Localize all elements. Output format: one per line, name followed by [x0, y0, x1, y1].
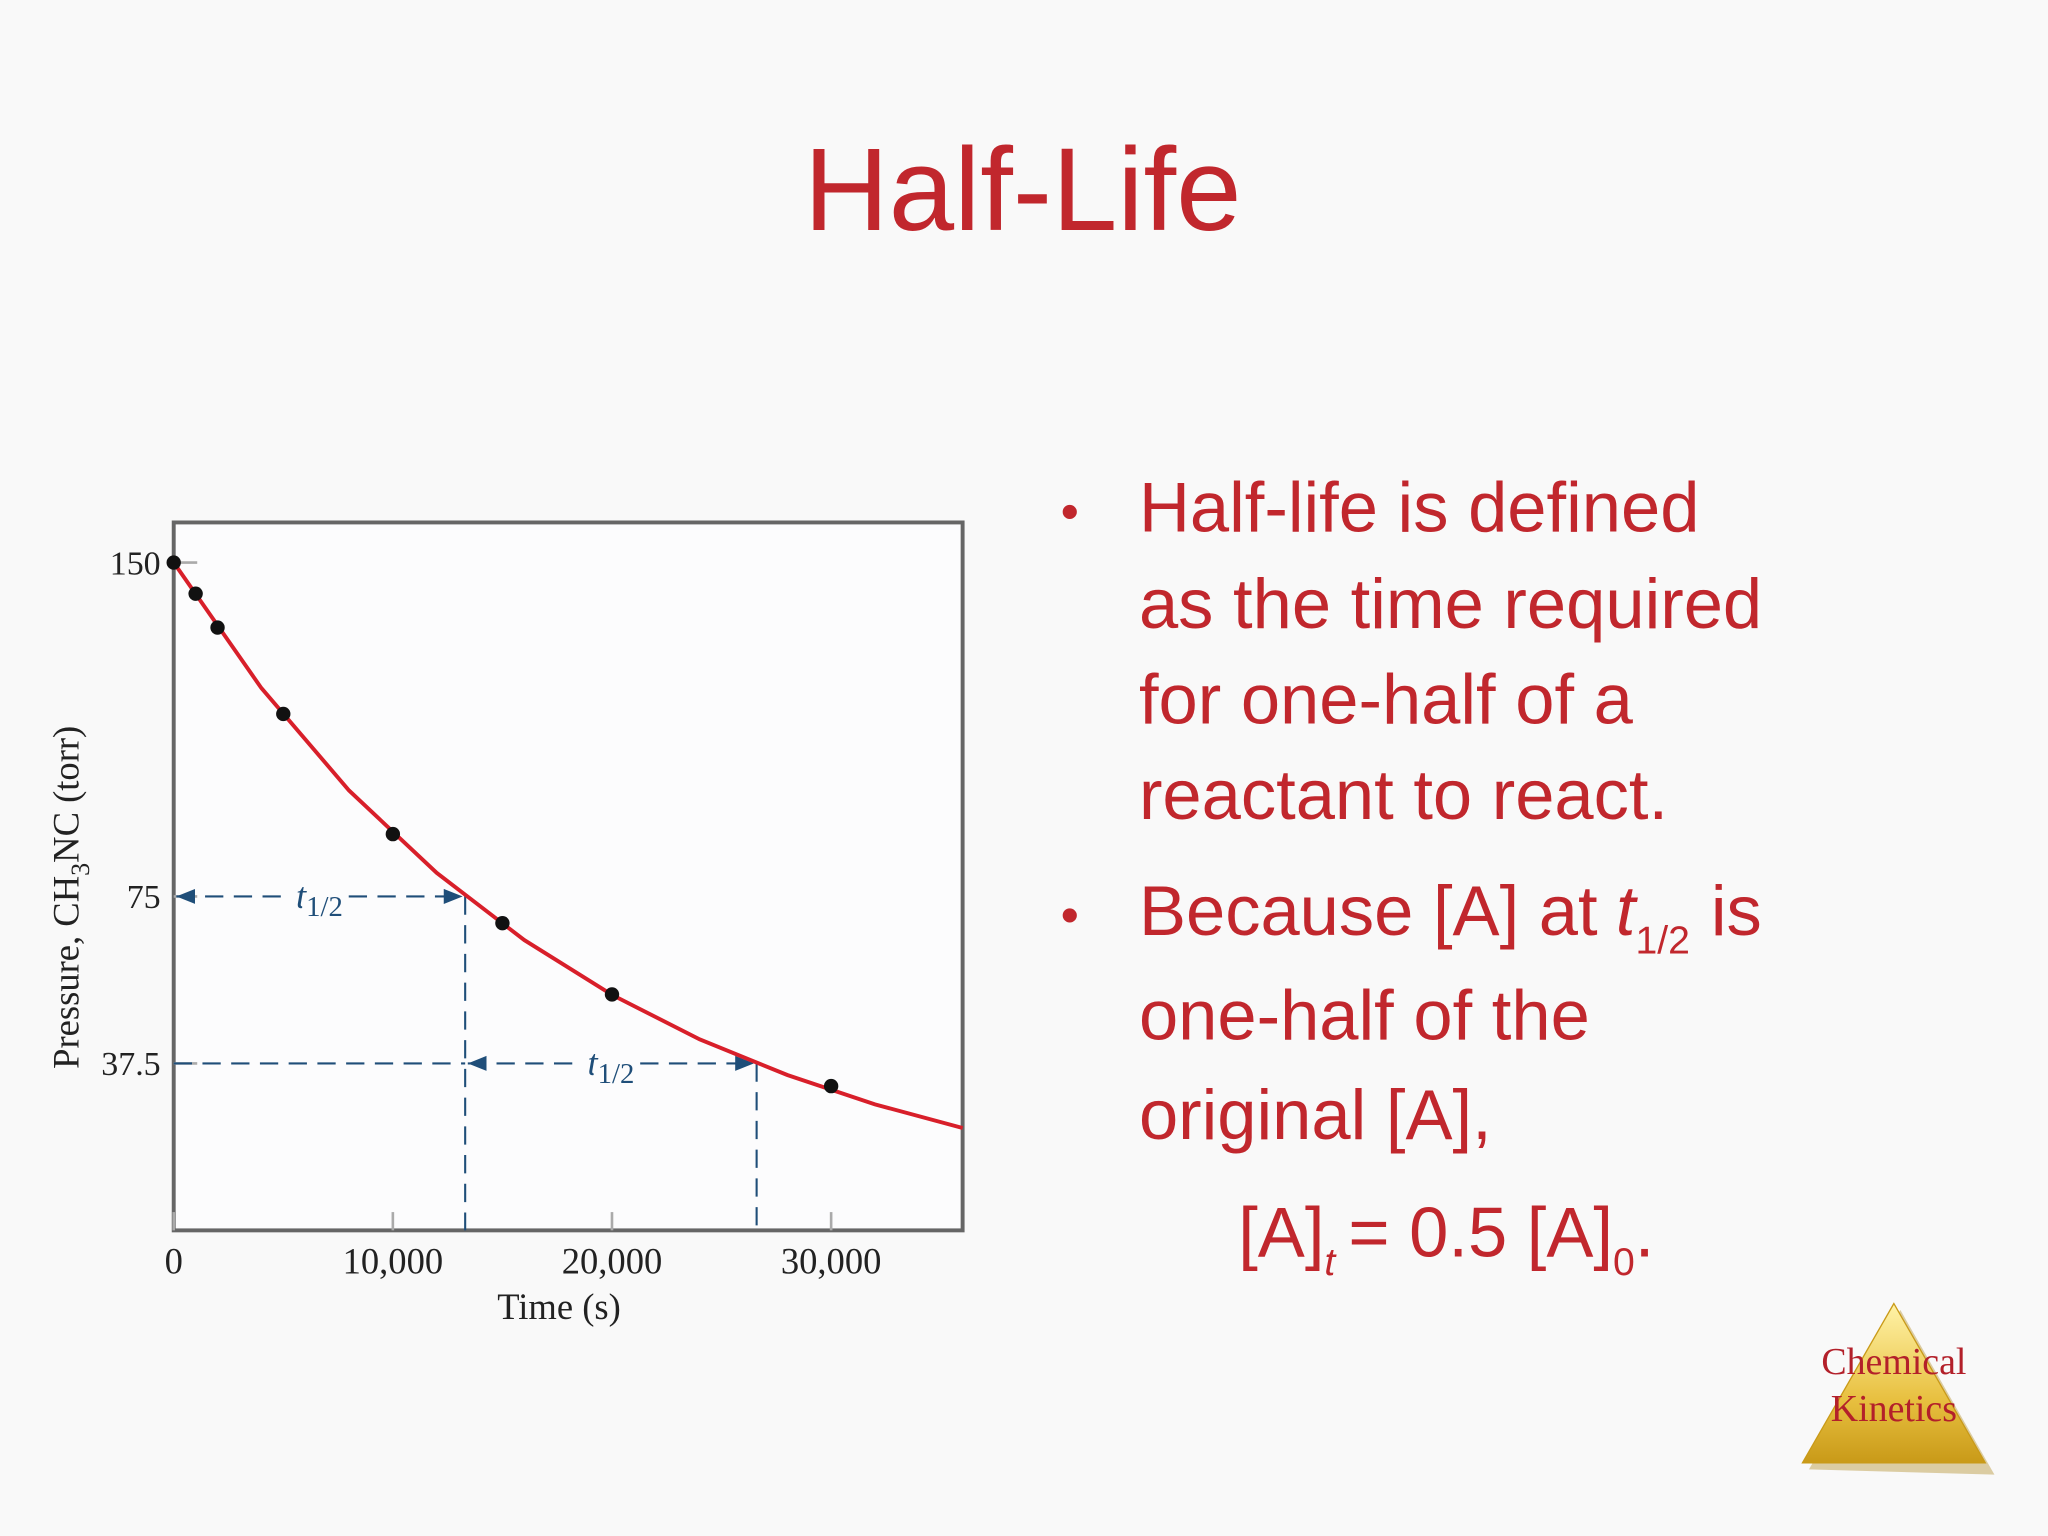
bullets: • Half-life is defined as the time requi…	[1061, 468, 1763, 1284]
logo-text: Kinetics	[1831, 1388, 1957, 1430]
x-tick-label: 20,000	[562, 1240, 663, 1281]
x-tick-label: 0	[165, 1240, 183, 1281]
bullet-line: one-half of the	[1139, 976, 1590, 1055]
plot-frame	[171, 520, 965, 1233]
subscript: 1/2	[598, 1058, 635, 1090]
text-run: [A]	[1238, 1192, 1324, 1271]
y-tick-label: 37.5	[101, 1046, 160, 1083]
x-axis-label: Time (s)	[497, 1286, 621, 1327]
text-run: NC (torr)	[45, 726, 86, 863]
bullet-dot: •	[1061, 483, 1079, 541]
text-run: = 0.5 [A]	[1348, 1192, 1613, 1271]
bullet-line: Half-life is defined	[1139, 468, 1699, 547]
bullet-line: reactant to react.	[1139, 755, 1668, 834]
text-run: Because [A] at	[1139, 871, 1598, 950]
data-point	[823, 1078, 839, 1094]
data-point	[495, 915, 510, 931]
bullet-dot: •	[1061, 887, 1079, 945]
subscript: t	[1324, 1241, 1337, 1284]
bullet-line: Because [A] at t1/2 is	[1139, 871, 1762, 962]
text-run: is	[1711, 871, 1762, 950]
subscript: 1/2	[1635, 919, 1689, 962]
symbol: t	[1616, 871, 1639, 950]
logo: Chemical Kinetics	[1801, 1302, 1995, 1475]
x-tick-label: 10,000	[343, 1240, 444, 1281]
text-run: Pressure, CH	[45, 876, 86, 1069]
slide-title: Half-Life	[804, 124, 1242, 255]
subscript: 3	[66, 863, 95, 876]
chart: Time (s) Pressure, CH3NC (torr) 0 10,000 2…	[45, 520, 965, 1327]
data-point	[166, 555, 181, 570]
y-axis-label: Pressure, CH3NC (torr)	[45, 726, 94, 1069]
data-point	[604, 987, 620, 1002]
bullet-line: original [A],	[1139, 1075, 1492, 1154]
bullet-line: for one-half of a	[1139, 660, 1634, 739]
subscript: 1/2	[306, 891, 343, 923]
logo-triangle	[1801, 1302, 1987, 1464]
data-point	[210, 620, 225, 635]
equation: [A]t = 0.5 [A]0.	[1238, 1192, 1654, 1283]
data-point	[385, 826, 401, 842]
data-point	[276, 706, 291, 722]
y-tick-label: 75	[127, 879, 161, 916]
text-run: .	[1635, 1192, 1655, 1271]
y-tick-label: 150	[110, 545, 161, 582]
subscript: 0	[1613, 1241, 1635, 1284]
x-tick-label: 30,000	[781, 1240, 882, 1281]
bullet-line: as the time required	[1139, 564, 1762, 643]
data-point	[188, 586, 203, 601]
logo-text: Chemical	[1821, 1341, 1966, 1383]
